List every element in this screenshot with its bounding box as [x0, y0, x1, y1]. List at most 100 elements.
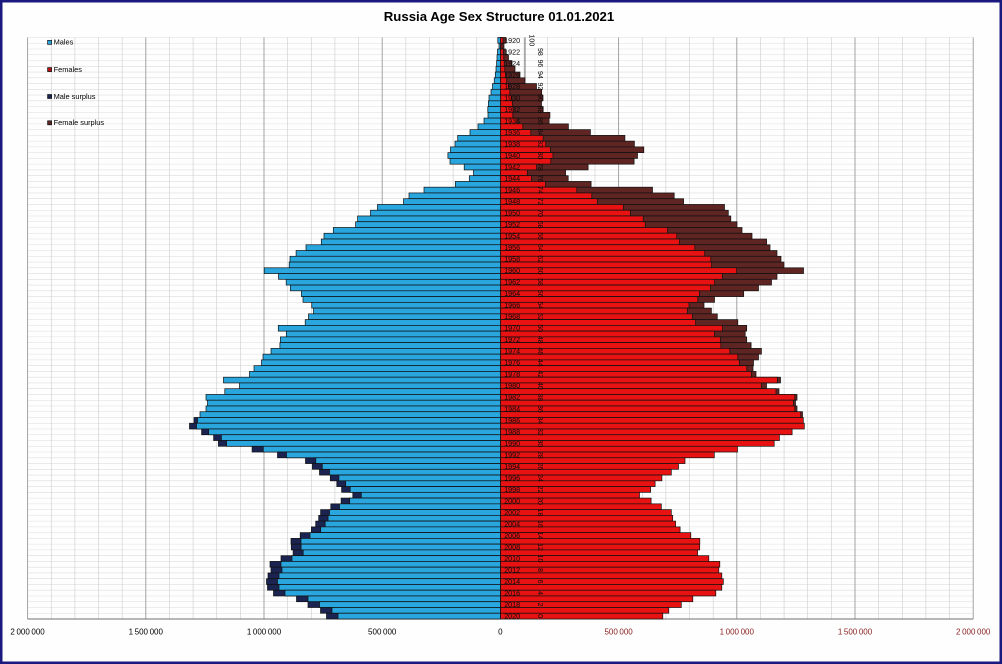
- svg-text:1998: 1998: [504, 485, 520, 494]
- svg-text:1 000 000: 1 000 000: [720, 627, 755, 636]
- svg-text:80: 80: [536, 152, 543, 160]
- svg-text:32: 32: [536, 428, 543, 436]
- svg-text:1986: 1986: [504, 416, 520, 425]
- svg-text:2 000 000: 2 000 000: [10, 627, 45, 636]
- svg-text:1988: 1988: [504, 427, 520, 436]
- svg-text:44: 44: [536, 359, 543, 367]
- svg-text:1974: 1974: [504, 347, 520, 356]
- svg-text:4: 4: [536, 591, 543, 595]
- svg-text:2008: 2008: [504, 542, 520, 551]
- svg-text:1960: 1960: [504, 266, 520, 275]
- svg-text:50: 50: [536, 324, 543, 332]
- svg-text:1984: 1984: [504, 404, 520, 413]
- svg-text:48: 48: [536, 336, 543, 344]
- svg-text:34: 34: [536, 416, 543, 424]
- svg-text:6: 6: [536, 580, 543, 584]
- svg-text:30: 30: [536, 440, 543, 448]
- svg-text:92: 92: [536, 83, 543, 91]
- svg-text:56: 56: [536, 290, 543, 298]
- svg-text:1922: 1922: [504, 47, 520, 56]
- svg-text:68: 68: [536, 221, 543, 229]
- svg-text:88: 88: [536, 106, 543, 114]
- svg-text:74: 74: [536, 186, 543, 194]
- svg-text:2018: 2018: [504, 600, 520, 609]
- svg-text:18: 18: [536, 509, 543, 517]
- svg-text:100: 100: [528, 35, 535, 47]
- svg-text:1924: 1924: [504, 59, 520, 68]
- svg-text:1950: 1950: [504, 209, 520, 218]
- svg-text:42: 42: [536, 370, 543, 378]
- svg-text:1938: 1938: [504, 139, 520, 148]
- svg-text:12: 12: [536, 543, 543, 551]
- svg-text:20: 20: [536, 497, 543, 505]
- svg-text:1 500 000: 1 500 000: [129, 627, 164, 636]
- svg-text:1930: 1930: [504, 93, 520, 102]
- svg-text:2: 2: [536, 603, 543, 607]
- svg-text:2006: 2006: [504, 531, 520, 540]
- svg-text:500 000: 500 000: [368, 627, 397, 636]
- svg-text:1956: 1956: [504, 243, 520, 252]
- svg-text:86: 86: [536, 117, 543, 125]
- svg-text:1944: 1944: [504, 174, 520, 183]
- svg-text:1990: 1990: [504, 439, 520, 448]
- svg-text:82: 82: [536, 140, 543, 148]
- svg-text:1958: 1958: [504, 255, 520, 264]
- svg-text:24: 24: [536, 474, 543, 482]
- svg-text:Males: Males: [54, 38, 74, 47]
- svg-text:1934: 1934: [504, 116, 520, 125]
- svg-text:1954: 1954: [504, 232, 520, 241]
- svg-text:Male surplus: Male surplus: [54, 92, 96, 101]
- svg-text:70: 70: [536, 209, 543, 217]
- svg-text:0: 0: [536, 614, 543, 618]
- svg-text:1942: 1942: [504, 162, 520, 171]
- svg-text:1936: 1936: [504, 128, 520, 137]
- svg-text:1940: 1940: [504, 151, 520, 160]
- svg-text:2016: 2016: [504, 588, 520, 597]
- svg-text:1980: 1980: [504, 381, 520, 390]
- svg-text:14: 14: [536, 532, 543, 540]
- svg-text:72: 72: [536, 198, 543, 206]
- svg-text:1946: 1946: [504, 185, 520, 194]
- svg-text:78: 78: [536, 163, 543, 171]
- svg-text:Female surplus: Female surplus: [54, 118, 105, 127]
- svg-text:52: 52: [536, 313, 543, 321]
- svg-text:1994: 1994: [504, 462, 520, 471]
- svg-text:62: 62: [536, 255, 543, 263]
- svg-text:96: 96: [536, 60, 543, 68]
- svg-text:1928: 1928: [504, 82, 520, 91]
- svg-text:1 500 000: 1 500 000: [838, 627, 873, 636]
- svg-text:16: 16: [536, 520, 543, 528]
- svg-text:84: 84: [536, 129, 543, 137]
- svg-text:1962: 1962: [504, 278, 520, 287]
- svg-text:2002: 2002: [504, 508, 520, 517]
- svg-text:1976: 1976: [504, 358, 520, 367]
- svg-text:Russia Age Sex Structure 01.01: Russia Age Sex Structure 01.01.2021: [384, 9, 614, 24]
- svg-text:26: 26: [536, 463, 543, 471]
- svg-text:2010: 2010: [504, 554, 520, 563]
- svg-text:1932: 1932: [504, 105, 520, 114]
- svg-text:1926: 1926: [504, 70, 520, 79]
- svg-text:1966: 1966: [504, 301, 520, 310]
- svg-text:38: 38: [536, 393, 543, 401]
- svg-text:66: 66: [536, 232, 543, 240]
- svg-text:46: 46: [536, 347, 543, 355]
- svg-text:76: 76: [536, 175, 543, 183]
- svg-text:36: 36: [536, 405, 543, 413]
- svg-text:0: 0: [498, 627, 503, 636]
- svg-text:500 000: 500 000: [604, 627, 633, 636]
- svg-text:Females: Females: [54, 65, 83, 74]
- svg-text:10: 10: [536, 555, 543, 563]
- svg-text:64: 64: [536, 244, 543, 252]
- svg-text:94: 94: [536, 71, 543, 79]
- svg-text:60: 60: [536, 267, 543, 275]
- svg-text:90: 90: [536, 94, 543, 102]
- svg-text:1948: 1948: [504, 197, 520, 206]
- svg-text:54: 54: [536, 301, 543, 309]
- svg-text:1970: 1970: [504, 324, 520, 333]
- svg-text:28: 28: [536, 451, 543, 459]
- svg-text:58: 58: [536, 278, 543, 286]
- svg-text:2020: 2020: [504, 612, 520, 621]
- svg-text:2 000 000: 2 000 000: [956, 627, 991, 636]
- svg-text:2012: 2012: [504, 565, 520, 574]
- svg-text:1978: 1978: [504, 370, 520, 379]
